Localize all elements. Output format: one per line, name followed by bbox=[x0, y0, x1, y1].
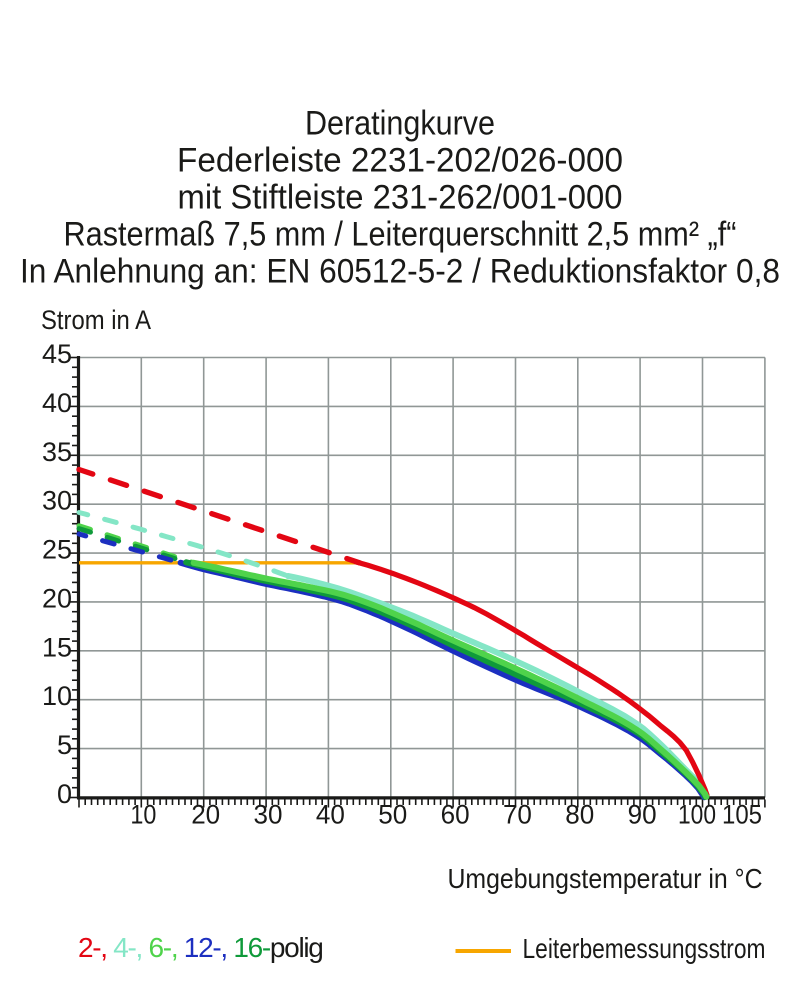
svg-text:30: 30 bbox=[42, 486, 72, 516]
svg-text:Strom in A: Strom in A bbox=[41, 305, 151, 335]
svg-text:40: 40 bbox=[42, 388, 72, 418]
svg-text:105: 105 bbox=[722, 800, 762, 830]
svg-text:35: 35 bbox=[42, 437, 72, 467]
svg-text:10: 10 bbox=[130, 800, 156, 830]
svg-text:5: 5 bbox=[57, 730, 72, 760]
svg-text:20: 20 bbox=[191, 800, 220, 830]
svg-text:100: 100 bbox=[678, 800, 716, 830]
svg-text:30: 30 bbox=[254, 800, 283, 830]
svg-text:25: 25 bbox=[42, 535, 72, 565]
svg-text:Deratingkurve: Deratingkurve bbox=[305, 105, 495, 143]
svg-text:mit Stiftleiste 231-262/001-00: mit Stiftleiste 231-262/001-000 bbox=[178, 179, 623, 217]
svg-text:2-, 4-, 6-, 12-, 16-polig: 2-, 4-, 6-, 12-, 16-polig bbox=[78, 932, 323, 963]
svg-text:15: 15 bbox=[42, 632, 72, 662]
svg-text:10: 10 bbox=[42, 681, 72, 711]
svg-text:90: 90 bbox=[628, 800, 657, 830]
svg-text:Leiterbemessungsstrom: Leiterbemessungsstrom bbox=[523, 933, 766, 964]
svg-text:0: 0 bbox=[57, 779, 72, 809]
svg-text:20: 20 bbox=[42, 583, 72, 613]
svg-text:60: 60 bbox=[441, 800, 470, 830]
svg-text:70: 70 bbox=[503, 800, 532, 830]
svg-text:Rastermaß 7,5 mm / Leiterquers: Rastermaß 7,5 mm / Leiterquerschnitt 2,5… bbox=[64, 216, 737, 254]
svg-text:Federleiste 2231-202/026-000: Federleiste 2231-202/026-000 bbox=[177, 142, 623, 180]
svg-text:Umgebungstemperatur in °C: Umgebungstemperatur in °C bbox=[448, 863, 763, 894]
svg-text:50: 50 bbox=[378, 800, 407, 830]
svg-text:40: 40 bbox=[316, 800, 345, 830]
svg-text:In Anlehnung an: EN 60512-5-2: In Anlehnung an: EN 60512-5-2 / Reduktio… bbox=[20, 253, 780, 291]
svg-text:45: 45 bbox=[42, 339, 72, 369]
svg-text:80: 80 bbox=[565, 800, 594, 830]
